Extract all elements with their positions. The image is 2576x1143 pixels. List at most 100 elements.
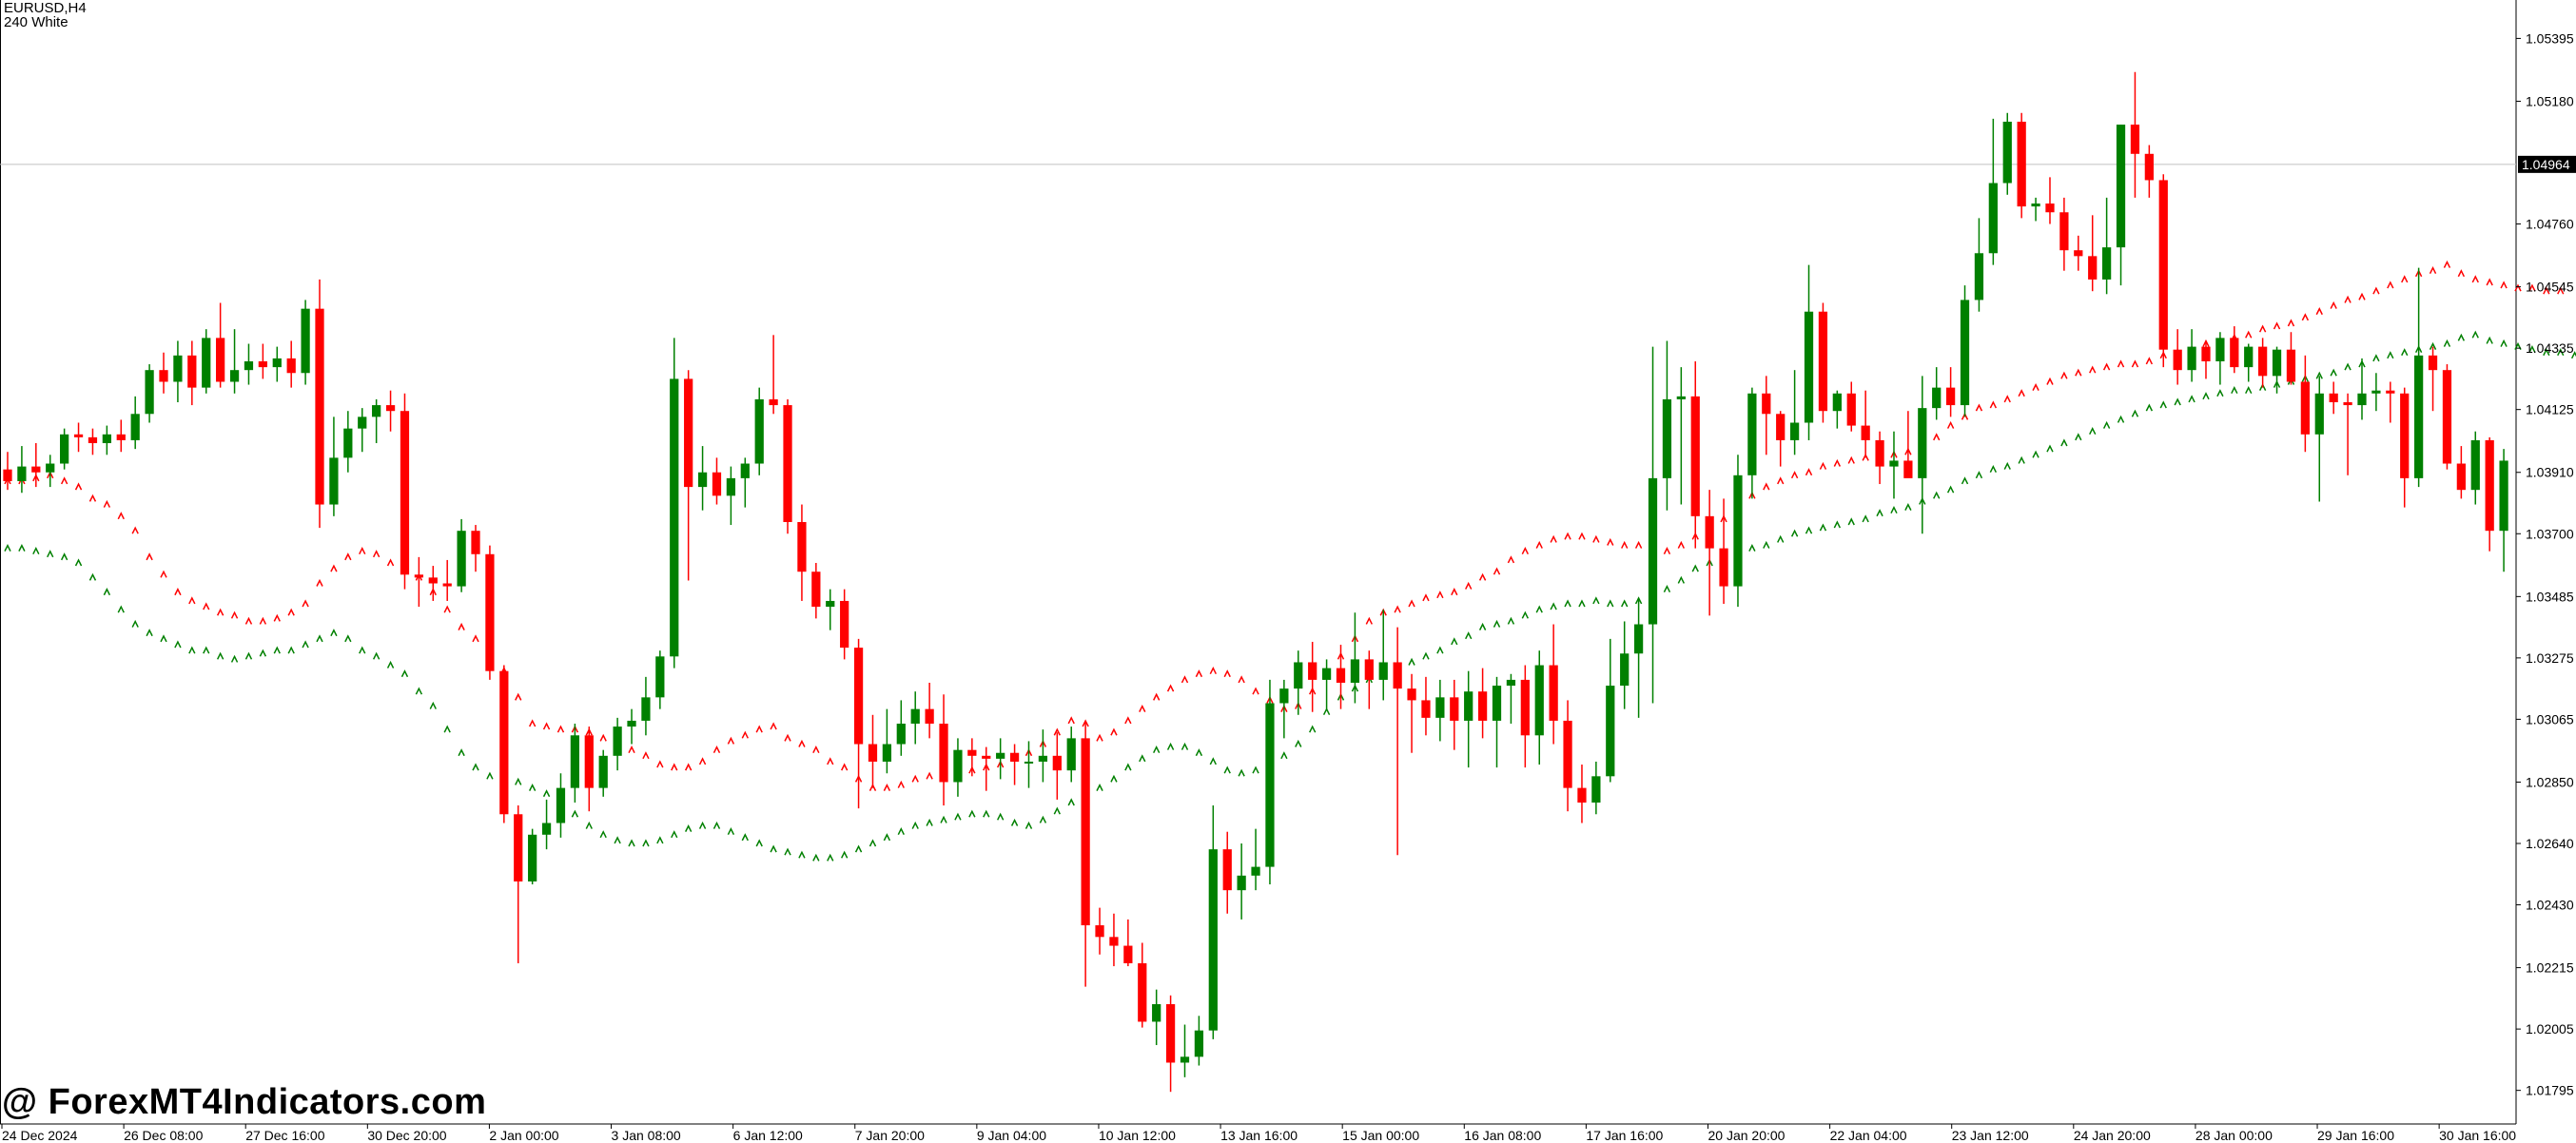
envelope-upper-marker [216, 608, 224, 616]
envelope-lower-marker [2018, 455, 2025, 464]
bear-candle [1705, 515, 1714, 549]
envelope-upper-marker [1139, 704, 1146, 712]
envelope-upper-marker [2018, 389, 2025, 397]
bear-candle [2230, 338, 2239, 368]
envelope-lower-marker [868, 839, 877, 847]
envelope-upper-marker [1946, 420, 1955, 429]
envelope-lower-marker [1195, 748, 1203, 757]
envelope-upper-marker [2131, 359, 2139, 368]
envelope-lower-marker [1862, 514, 1869, 523]
bull-candle [740, 463, 750, 478]
envelope-lower-marker [954, 812, 962, 821]
y-tick-label: 1.04545 [2526, 280, 2574, 295]
bear-candle [1222, 849, 1232, 891]
y-tick-label: 1.03700 [2526, 526, 2574, 541]
envelope-upper-marker [1819, 461, 1827, 470]
bear-candle [853, 648, 864, 745]
bear-candle [712, 472, 722, 496]
envelope-lower-marker [1309, 725, 1317, 733]
bull-candle [1464, 691, 1473, 721]
envelope-lower-marker [883, 833, 891, 842]
envelope-upper-marker [1777, 476, 1785, 485]
envelope-upper-marker [1564, 532, 1571, 540]
envelope-upper-marker [330, 564, 338, 572]
envelope-lower-marker [386, 660, 395, 668]
x-tick-label: 13 Jan 16:00 [1220, 1128, 1298, 1143]
envelope-lower-marker [1451, 637, 1458, 646]
bull-candle [1378, 662, 1388, 680]
bull-candle [358, 417, 367, 429]
envelope-upper-marker [712, 745, 721, 754]
envelope-upper-marker [74, 482, 83, 491]
envelope-upper-marker [656, 760, 664, 768]
bull-candle [613, 726, 622, 756]
bull-candle [457, 531, 466, 587]
envelope-upper-marker [897, 780, 905, 788]
bull-candle [2314, 393, 2324, 435]
envelope-upper-marker [1252, 687, 1259, 695]
bull-candle [1747, 393, 1757, 475]
bull-candle [1279, 688, 1289, 704]
bear-candle [471, 531, 480, 554]
y-tick-label: 1.04335 [2526, 340, 2574, 356]
y-tick-label: 1.01795 [2526, 1083, 2574, 1098]
bear-candle [2059, 212, 2069, 251]
x-tick-label: 24 Jan 20:00 [2074, 1128, 2151, 1143]
envelope-lower-marker [273, 646, 281, 654]
bull-candle [1251, 866, 1260, 876]
bear-candle [2088, 256, 2098, 280]
bear-candle [982, 755, 991, 759]
x-tick-label: 2 Jan 00:00 [489, 1128, 558, 1143]
bear-candle [2300, 381, 2310, 435]
envelope-upper-marker [1975, 403, 1983, 412]
envelope-lower-marker [2188, 395, 2195, 403]
envelope-lower-marker [1578, 599, 1586, 608]
envelope-lower-marker [2202, 392, 2210, 400]
bear-candle [2017, 121, 2026, 207]
envelope-lower-marker [287, 646, 295, 654]
envelope-lower-marker [259, 649, 267, 657]
envelope-lower-marker [741, 833, 749, 842]
bull-candle [1506, 679, 1516, 687]
envelope-upper-marker [698, 757, 707, 765]
y-tick-label: 1.02215 [2526, 960, 2574, 976]
envelope-upper-marker [827, 757, 834, 765]
envelope-lower-marker [854, 844, 863, 853]
envelope-lower-marker [642, 839, 650, 847]
bear-candle [2258, 346, 2268, 377]
envelope-upper-marker [359, 547, 366, 555]
bull-candle [570, 735, 580, 788]
x-tick-label: 9 Jan 04:00 [977, 1128, 1046, 1143]
envelope-upper-marker [117, 512, 125, 520]
envelope-lower-marker [1777, 534, 1785, 543]
envelope-lower-marker [2032, 450, 2039, 458]
envelope-lower-marker [996, 812, 1005, 821]
envelope-lower-marker [1153, 745, 1161, 754]
y-tick-label: 1.03910 [2526, 465, 2574, 480]
envelope-lower-marker [1890, 506, 1898, 514]
envelope-lower-marker [727, 827, 735, 836]
bear-candle [1563, 720, 1572, 788]
x-tick-label: 26 Dec 08:00 [124, 1128, 203, 1143]
bull-candle [670, 378, 679, 657]
bear-candle [400, 411, 410, 575]
bull-candle [1294, 662, 1303, 689]
envelope-lower-marker [4, 543, 11, 552]
envelope-upper-marker [2273, 321, 2281, 330]
envelope-upper-marker [542, 722, 551, 730]
bear-candle [1364, 659, 1374, 680]
bull-candle [1932, 387, 1942, 409]
bull-candle [2116, 125, 2126, 248]
envelope-lower-marker [515, 777, 522, 785]
envelope-lower-marker [1933, 491, 1941, 499]
envelope-lower-marker [684, 823, 693, 832]
envelope-upper-marker [1238, 675, 1245, 684]
envelope-lower-marker [1252, 765, 1259, 774]
envelope-upper-marker [188, 596, 196, 605]
envelope-upper-marker [1096, 733, 1103, 742]
envelope-lower-marker [1748, 543, 1756, 552]
envelope-lower-marker [2471, 330, 2479, 339]
envelope-upper-marker [1790, 471, 1799, 479]
bear-candle [442, 583, 452, 587]
envelope-upper-marker [911, 774, 919, 783]
